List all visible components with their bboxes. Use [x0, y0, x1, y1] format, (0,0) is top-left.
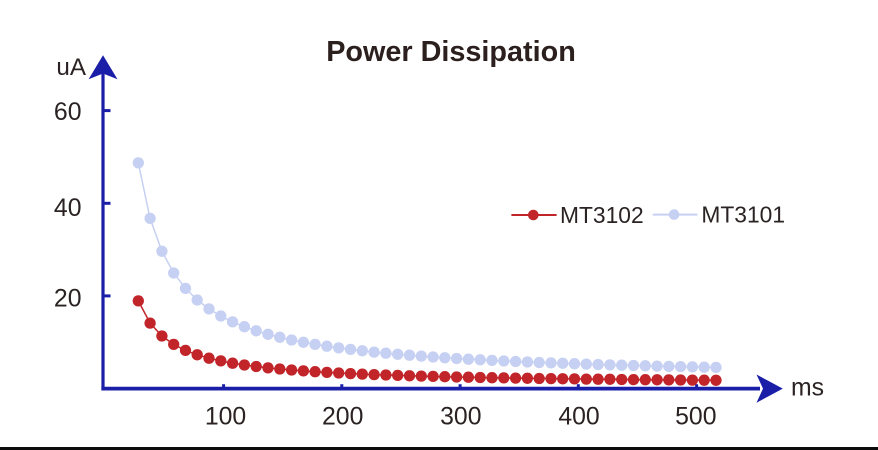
svg-text:300: 300	[440, 403, 481, 430]
svg-text:60: 60	[54, 99, 82, 126]
svg-text:ms: ms	[791, 374, 824, 401]
svg-text:MT3101: MT3101	[701, 202, 785, 228]
svg-text:200: 200	[322, 403, 363, 430]
svg-text:Power Dissipation: Power Dissipation	[326, 36, 576, 68]
svg-text:uA: uA	[56, 54, 86, 81]
svg-text:40: 40	[54, 195, 82, 222]
svg-text:400: 400	[558, 403, 599, 430]
svg-text:MT3102: MT3102	[560, 202, 644, 228]
svg-text:500: 500	[675, 403, 716, 430]
svg-text:20: 20	[54, 285, 82, 312]
svg-text:100: 100	[205, 403, 246, 430]
